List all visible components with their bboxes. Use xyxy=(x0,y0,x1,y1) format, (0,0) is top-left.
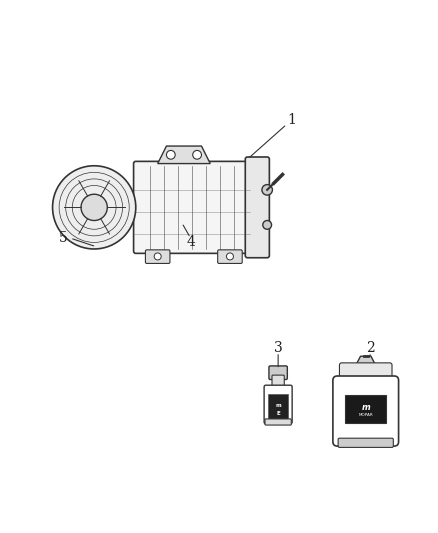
FancyBboxPatch shape xyxy=(269,366,287,379)
Circle shape xyxy=(81,194,107,221)
FancyBboxPatch shape xyxy=(338,438,393,447)
Circle shape xyxy=(226,253,233,260)
Text: 3: 3 xyxy=(274,341,283,354)
Text: 2: 2 xyxy=(366,341,374,354)
Circle shape xyxy=(154,253,161,260)
FancyBboxPatch shape xyxy=(218,250,242,263)
FancyBboxPatch shape xyxy=(339,363,392,385)
Text: E: E xyxy=(276,411,280,416)
Text: 5: 5 xyxy=(59,231,68,245)
Text: m: m xyxy=(361,403,370,413)
Circle shape xyxy=(166,150,175,159)
FancyBboxPatch shape xyxy=(345,395,386,423)
Text: 1: 1 xyxy=(287,113,296,127)
FancyBboxPatch shape xyxy=(272,375,284,390)
FancyBboxPatch shape xyxy=(145,250,170,263)
FancyBboxPatch shape xyxy=(134,161,250,253)
FancyBboxPatch shape xyxy=(333,376,399,446)
FancyBboxPatch shape xyxy=(268,394,288,419)
Polygon shape xyxy=(158,146,210,164)
Circle shape xyxy=(262,184,272,195)
Text: m: m xyxy=(276,403,281,408)
FancyBboxPatch shape xyxy=(245,157,269,258)
Polygon shape xyxy=(355,356,377,367)
Circle shape xyxy=(53,166,136,249)
Circle shape xyxy=(193,150,201,159)
FancyBboxPatch shape xyxy=(265,419,291,425)
Text: 4: 4 xyxy=(186,236,195,249)
Text: MOPAR: MOPAR xyxy=(358,414,373,417)
Circle shape xyxy=(263,221,272,229)
FancyBboxPatch shape xyxy=(264,385,292,424)
